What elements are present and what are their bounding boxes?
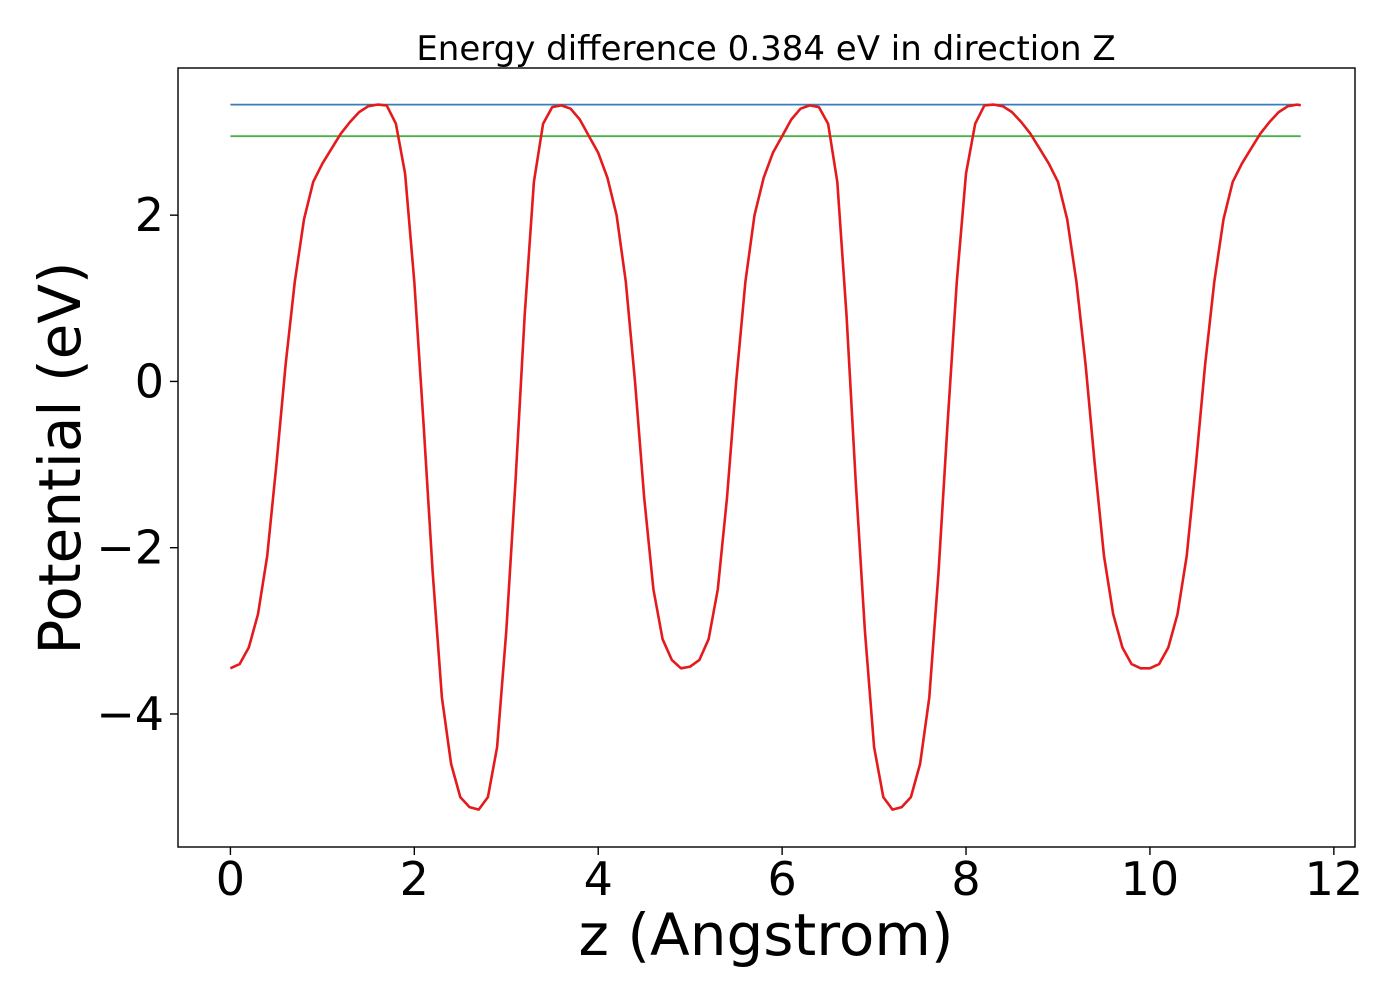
y-axis-label: Potential (eV) bbox=[26, 261, 94, 654]
x-tick-label: 0 bbox=[216, 852, 245, 906]
chart-title: Energy difference 0.384 eV in direction … bbox=[416, 29, 1115, 69]
x-axis-label: z (Angstrom) bbox=[579, 901, 954, 969]
x-tick-label: 2 bbox=[400, 852, 429, 906]
y-tick-label: 0 bbox=[135, 354, 164, 408]
y-tick-label: −2 bbox=[96, 521, 164, 575]
y-axis-ticks: −4 −2 0 2 bbox=[96, 188, 178, 741]
series-layer bbox=[229, 103, 1301, 811]
potential-curve bbox=[229, 103, 1301, 811]
y-tick-label: 2 bbox=[135, 188, 164, 242]
x-axis-ticks: 0 2 4 6 8 10 12 bbox=[216, 847, 1363, 906]
x-tick-label: 12 bbox=[1305, 852, 1364, 906]
x-tick-label: 8 bbox=[951, 852, 980, 906]
x-tick-label: 10 bbox=[1121, 852, 1180, 906]
plot-frame bbox=[177, 67, 1356, 848]
x-tick-label: 6 bbox=[767, 852, 796, 906]
x-tick-label: 4 bbox=[584, 852, 613, 906]
y-tick-label: −4 bbox=[96, 687, 164, 741]
